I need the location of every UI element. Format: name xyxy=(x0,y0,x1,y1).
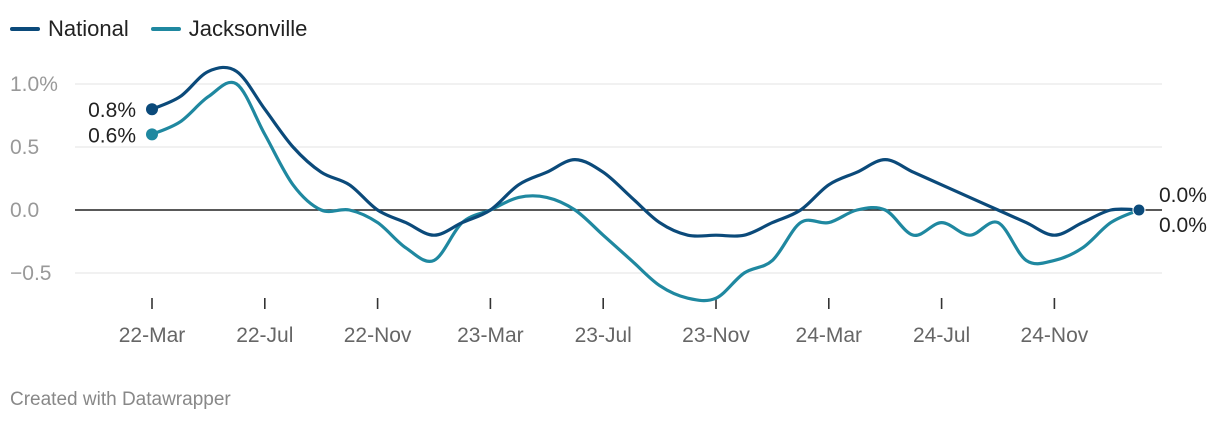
x-tick-label-4: 23-Jul xyxy=(575,324,632,347)
legend-label-jacksonville: Jacksonville xyxy=(188,16,308,41)
y-tick-label-0: 1.0% xyxy=(10,73,58,96)
x-tick-label-3: 23-Mar xyxy=(457,324,524,347)
start-label-jacksonville: 0.6% xyxy=(88,124,136,147)
y-tick-label-3: −0.5 xyxy=(10,262,51,285)
credit-text: Created with Datawrapper xyxy=(10,389,231,410)
y-tick-label-2: 0.0 xyxy=(10,199,39,222)
start-point-jacksonville xyxy=(146,128,158,141)
start-label-national: 0.8% xyxy=(88,99,136,122)
legend-item-national[interactable]: National xyxy=(10,16,129,42)
start-point-national xyxy=(146,103,158,116)
x-tick-label-7: 24-Jul xyxy=(913,324,970,347)
x-tick-label-1: 22-Jul xyxy=(236,324,293,347)
end-label-national: 0.0% xyxy=(1159,184,1207,207)
legend-item-jacksonville[interactable]: Jacksonville xyxy=(150,16,308,42)
x-tick-label-5: 23-Nov xyxy=(682,324,750,347)
x-tick-label-8: 24-Nov xyxy=(1021,324,1089,347)
x-tick-label-0: 22-Mar xyxy=(119,324,186,347)
legend-swatch-national xyxy=(10,27,40,31)
chart-legend: National Jacksonville xyxy=(10,16,307,42)
legend-swatch-jacksonville xyxy=(150,27,181,31)
series-line-national xyxy=(150,65,1141,238)
end-point-national xyxy=(1132,203,1146,217)
y-tick-label-1: 0.5 xyxy=(10,136,39,159)
x-tick-label-2: 22-Nov xyxy=(344,324,412,347)
x-tick-label-6: 24-Mar xyxy=(796,324,863,347)
line-chart: 1.0% 0.5 0.0 −0.5 22-Mar 22-Jul 22-Nov 23-Mar 23… xyxy=(10,65,1207,347)
legend-label-national: National xyxy=(48,16,129,41)
series-line-jacksonville xyxy=(150,80,1141,303)
end-label-jacksonville: 0.0% xyxy=(1159,214,1207,237)
